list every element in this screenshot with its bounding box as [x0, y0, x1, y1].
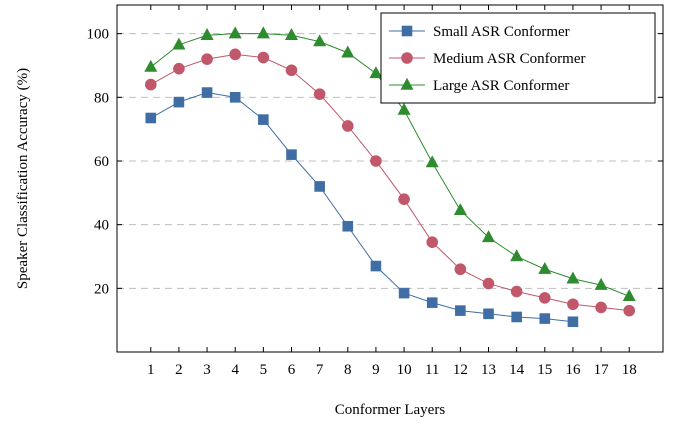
data-point: [370, 155, 382, 167]
y-tick-label: 60: [94, 154, 109, 170]
data-point: [200, 28, 214, 40]
data-point: [538, 292, 551, 304]
data-point: [454, 263, 467, 276]
x-tick-label: 13: [481, 362, 496, 378]
legend-item: Large ASR Conformer: [389, 77, 569, 94]
data-point: [341, 45, 355, 58]
data-point: [257, 51, 270, 64]
x-tick-label: 8: [344, 362, 352, 378]
x-tick-label: 15: [537, 362, 552, 378]
data-point: [201, 87, 213, 98]
data-point: [173, 62, 185, 75]
series-lines: [144, 26, 636, 328]
data-point: [623, 304, 636, 317]
x-tick-label: 2: [175, 362, 183, 378]
data-point: [285, 64, 298, 77]
x-tick-label: 6: [288, 362, 296, 378]
data-point: [313, 88, 326, 100]
legend-item: Medium ASR Conformer: [389, 51, 586, 67]
data-point: [539, 313, 551, 324]
data-point: [594, 277, 608, 290]
data-point: [258, 114, 269, 125]
data-point: [201, 53, 213, 65]
circle-series: [144, 48, 636, 317]
legend-item: Small ASR Conformer: [389, 24, 570, 40]
data-point: [369, 66, 383, 79]
data-point: [173, 96, 185, 108]
x-axis-title: Conformer Layers: [335, 402, 446, 418]
x-tick-label: 11: [425, 362, 439, 378]
data-point: [341, 120, 354, 132]
data-point: [370, 260, 382, 272]
data-point: [482, 277, 495, 290]
data-point: [397, 102, 411, 115]
data-point: [172, 37, 186, 50]
x-tick-label: 4: [231, 362, 239, 378]
x-tick-label: 5: [260, 362, 268, 378]
x-tick-label: 17: [594, 362, 610, 378]
data-point: [483, 308, 494, 320]
legend-marker: [401, 25, 413, 37]
data-point: [426, 236, 439, 248]
y-tick-label: 20: [94, 281, 109, 297]
data-point: [286, 149, 297, 160]
y-axis-title: Speaker Classification Accuracy (%): [15, 68, 31, 289]
y-tick-label: 80: [94, 90, 109, 106]
legend-label: Medium ASR Conformer: [433, 51, 586, 67]
x-tick-label: 12: [453, 362, 468, 378]
plot-frame: [116, 4, 664, 353]
legend-box: [380, 12, 656, 104]
legend: Small ASR Conformer Medium ASR Conformer L…: [380, 12, 656, 104]
series-line: [150, 92, 573, 323]
data-point: [455, 305, 466, 316]
y-tick-label: 40: [94, 218, 109, 234]
x-tick-label: 9: [372, 362, 380, 378]
legend-marker: [401, 52, 413, 64]
legend-marker: [400, 77, 414, 90]
data-point: [398, 193, 410, 205]
x-tick-label: 14: [509, 362, 525, 378]
data-point: [538, 262, 552, 274]
legend-label: Large ASR Conformer: [433, 78, 569, 94]
data-point: [256, 26, 270, 39]
data-point: [284, 28, 299, 40]
data-point: [453, 203, 467, 216]
data-point: [425, 155, 439, 168]
data-point: [566, 271, 580, 284]
data-point: [314, 181, 325, 192]
data-point: [144, 59, 158, 72]
data-point: [228, 26, 242, 39]
data-point: [510, 285, 523, 298]
legend-label: Small ASR Conformer: [433, 24, 570, 40]
x-tick-label: 18: [622, 362, 637, 378]
data-point: [342, 220, 354, 232]
data-point: [510, 249, 524, 262]
x-tick-label: 7: [316, 362, 324, 378]
data-point: [144, 78, 157, 91]
x-tick-label: 1: [147, 362, 155, 378]
data-point: [145, 112, 157, 124]
data-point: [481, 230, 496, 243]
x-tick-label: 3: [203, 362, 211, 378]
data-point: [567, 316, 579, 328]
data-point: [229, 92, 241, 103]
x-tick-label: 16: [565, 362, 581, 378]
data-point: [511, 311, 522, 323]
data-point: [229, 48, 242, 61]
data-point: [595, 301, 607, 314]
x-tick-label: 10: [397, 362, 412, 378]
data-point: [426, 297, 438, 308]
square-series: [145, 87, 579, 328]
data-point: [398, 287, 410, 299]
data-point: [567, 298, 579, 311]
data-point: [622, 289, 636, 301]
data-point: [313, 34, 327, 47]
y-tick-label: 100: [87, 27, 110, 43]
